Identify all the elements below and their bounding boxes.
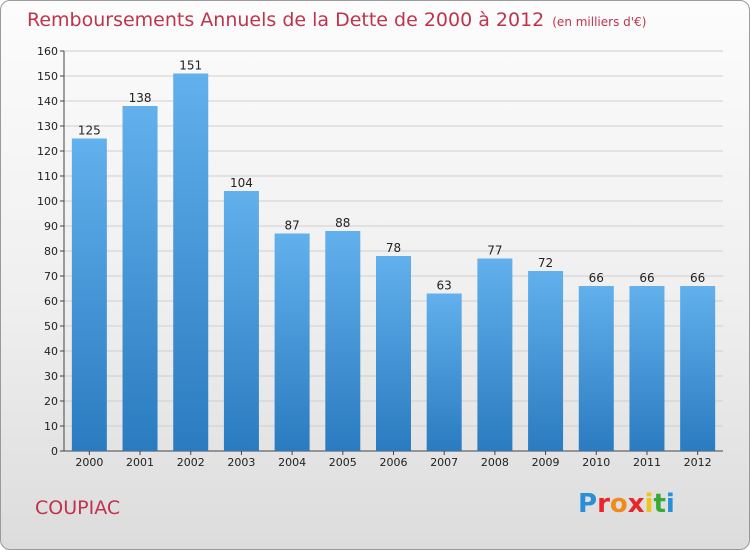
y-tick-label: 50 [44, 320, 58, 333]
value-label-2000: 125 [78, 124, 101, 138]
value-label-2007: 63 [437, 279, 452, 293]
x-tick-label-2009: 2009 [532, 456, 560, 469]
x-tick-label-2012: 2012 [684, 456, 712, 469]
y-tick-label: 60 [44, 295, 58, 308]
bar-2009 [528, 271, 564, 451]
x-tick-label-2000: 2000 [75, 456, 103, 469]
value-label-2005: 88 [335, 216, 350, 230]
value-label-2008: 77 [487, 244, 502, 258]
x-tick-label-2003: 2003 [227, 456, 255, 469]
logo-letter: o [609, 489, 628, 519]
x-tick-label-2002: 2002 [177, 456, 205, 469]
value-label-2012: 66 [690, 271, 705, 285]
bar-2010 [578, 286, 614, 451]
value-label-2011: 66 [639, 271, 654, 285]
x-tick-label-2001: 2001 [126, 456, 154, 469]
bar-2001 [122, 106, 158, 451]
y-tick-label: 150 [37, 70, 58, 83]
logo-letter: P [578, 489, 598, 519]
logo-letter: i [665, 489, 675, 519]
bar-2000 [71, 138, 107, 451]
x-tick-label-2004: 2004 [278, 456, 306, 469]
y-tick-label: 130 [37, 120, 58, 133]
logo-letter: r [597, 489, 610, 519]
y-tick-label: 0 [51, 445, 58, 458]
x-tick-label-2005: 2005 [329, 456, 357, 469]
x-tick-label-2010: 2010 [582, 456, 610, 469]
bar-2005 [325, 231, 361, 451]
value-label-2001: 138 [129, 91, 152, 105]
axes: 0 10 20 30 40 50 60 70 80 90 100 110 120 130 140 150 160… [37, 45, 723, 469]
value-label-2006: 78 [386, 241, 401, 255]
value-label-2010: 66 [589, 271, 604, 285]
y-tick-label: 90 [44, 220, 58, 233]
y-tick-label: 120 [37, 145, 58, 158]
bar-2011 [629, 286, 665, 451]
logo-letter: x [627, 489, 645, 519]
bars: 125 138 151 104 87 88 78 63 77 72 66 66 66 [71, 59, 716, 451]
value-label-2004: 87 [284, 219, 299, 233]
y-tick-label: 110 [37, 170, 58, 183]
x-tick-label-2006: 2006 [380, 456, 408, 469]
bar-2003 [223, 191, 259, 451]
y-tick-label: 140 [37, 95, 58, 108]
logo-letter: i [644, 489, 654, 519]
bar-2004 [274, 233, 310, 451]
bar-2006 [376, 256, 411, 451]
y-tick-label: 80 [44, 245, 58, 258]
y-tick-label: 10 [44, 420, 58, 433]
y-tick-label: 160 [37, 45, 58, 58]
chart-title-text: Remboursements Annuels de la Dette de 20… [27, 9, 545, 31]
chart-subtitle: (en milliers d'€) [552, 15, 647, 29]
value-label-2003: 104 [230, 176, 253, 190]
x-tick-label-2011: 2011 [633, 456, 661, 469]
bar-2012 [680, 286, 716, 451]
y-tick-label: 70 [44, 270, 58, 283]
chart-title: Remboursements Annuels de la Dette de 20… [27, 9, 646, 31]
y-tick-label: 100 [37, 195, 58, 208]
y-tick-label: 30 [44, 370, 58, 383]
proxiti-logo: Proxiti [578, 489, 675, 519]
commune-name: COUPIAC [35, 497, 121, 519]
y-tick-label: 40 [44, 345, 58, 358]
x-tick-label-2007: 2007 [430, 456, 458, 469]
bar-2008 [477, 258, 513, 451]
y-tick-label: 20 [44, 395, 58, 408]
bar-2002 [173, 73, 209, 451]
logo-letter: t [653, 489, 666, 519]
value-label-2009: 72 [538, 256, 553, 270]
x-tick-label-2008: 2008 [481, 456, 509, 469]
bar-2007 [426, 293, 462, 451]
value-label-2002: 151 [179, 59, 202, 73]
